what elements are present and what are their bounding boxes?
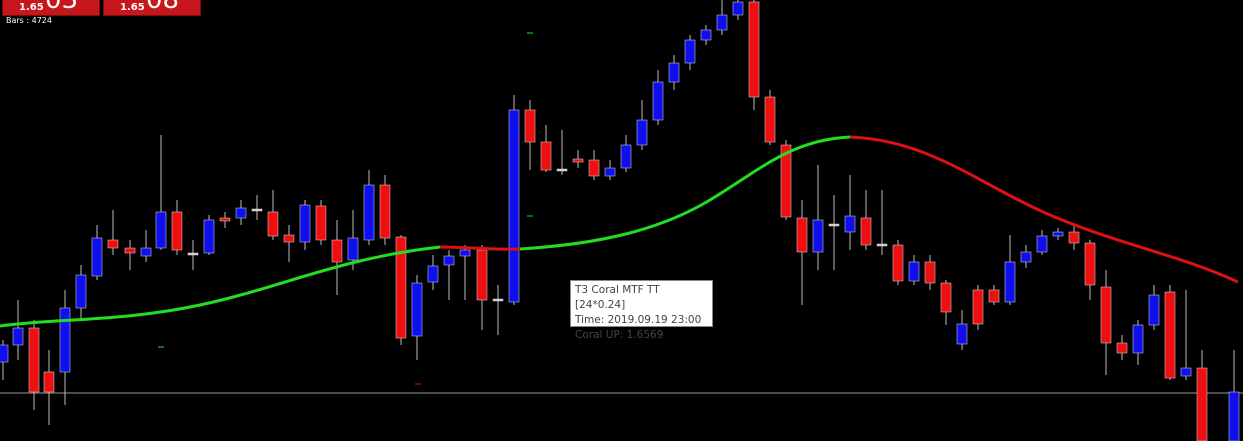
candle [684, 39, 696, 64]
candle [1148, 294, 1160, 326]
candle [219, 217, 231, 222]
candle [1132, 324, 1144, 354]
candle [588, 159, 600, 177]
candle [972, 289, 984, 325]
candle [668, 62, 680, 83]
candle [251, 208, 263, 212]
candle [443, 255, 455, 266]
candle [1196, 367, 1208, 441]
candle [379, 184, 391, 239]
candle [844, 215, 856, 233]
candle [876, 243, 888, 247]
tooltip-line: Coral UP: 1.6569 [575, 329, 664, 341]
candle [299, 204, 311, 243]
candle [716, 14, 728, 31]
candle [91, 237, 103, 277]
candle [427, 265, 439, 283]
candle [812, 219, 824, 253]
coral-line [0, 245, 441, 328]
candle [492, 298, 504, 302]
candle [1164, 291, 1176, 379]
candle [0, 344, 9, 363]
candle [12, 327, 24, 346]
candle [476, 249, 488, 301]
candle [764, 96, 776, 143]
candle [187, 252, 199, 256]
candle [347, 237, 359, 261]
price-label: 1.65 [19, 2, 44, 13]
candle [828, 223, 840, 227]
candle [748, 1, 760, 98]
candle [1068, 231, 1080, 244]
candle [1020, 251, 1032, 263]
candle [140, 247, 152, 257]
candle [620, 144, 632, 169]
candle [107, 239, 119, 249]
candle [1116, 342, 1128, 354]
candle [860, 217, 872, 246]
candle [235, 207, 247, 219]
price-digits: 03 [45, 0, 79, 15]
candle [1004, 261, 1016, 303]
coral-line [519, 135, 851, 251]
candle [892, 244, 904, 282]
candle [1052, 231, 1064, 237]
price-box[interactable]: 1.65 08 [103, 0, 201, 16]
candle [604, 167, 616, 177]
candle [780, 144, 792, 218]
candle [155, 211, 167, 249]
candle [1100, 286, 1112, 344]
candle [1180, 367, 1192, 377]
candle [908, 261, 920, 282]
candle [171, 211, 183, 251]
coral-line [439, 245, 521, 251]
candle [267, 211, 279, 237]
candle [956, 323, 968, 345]
price-digits: 08 [146, 0, 180, 15]
price-label: 1.65 [120, 2, 145, 13]
candle [524, 109, 536, 143]
candle [203, 219, 215, 254]
candle [43, 371, 55, 393]
candle [124, 247, 136, 254]
candle [988, 289, 1000, 303]
candle [411, 282, 423, 337]
candle [540, 141, 552, 171]
price-box[interactable]: 1.65 03 [2, 0, 100, 16]
candle [796, 217, 808, 253]
candle [75, 274, 87, 309]
candle [1036, 235, 1048, 253]
candle [395, 236, 407, 339]
tooltip: T3 Coral MTF TT [24*0.24] Time: 2019.09.… [570, 280, 713, 341]
candle [59, 307, 71, 373]
candle [636, 119, 648, 146]
candle [924, 261, 936, 284]
candle [331, 239, 343, 263]
candle [363, 184, 375, 241]
tooltip-line: T3 Coral MTF TT [24*0.24] [575, 284, 660, 311]
candle [315, 205, 327, 241]
candle [700, 29, 712, 41]
candle [732, 1, 744, 16]
coral-line [849, 135, 1239, 284]
candle [652, 81, 664, 121]
candle [572, 158, 584, 163]
candle [1084, 242, 1096, 286]
candle [1228, 391, 1240, 441]
candle [28, 327, 40, 393]
tooltip-line: Time: 2019.09.19 23:00 [575, 314, 702, 326]
candle [508, 109, 520, 303]
bars-count: Bars : 4724 [6, 16, 52, 25]
candle [283, 234, 295, 243]
candle [940, 282, 952, 313]
candle [556, 168, 568, 172]
candle [459, 249, 471, 257]
